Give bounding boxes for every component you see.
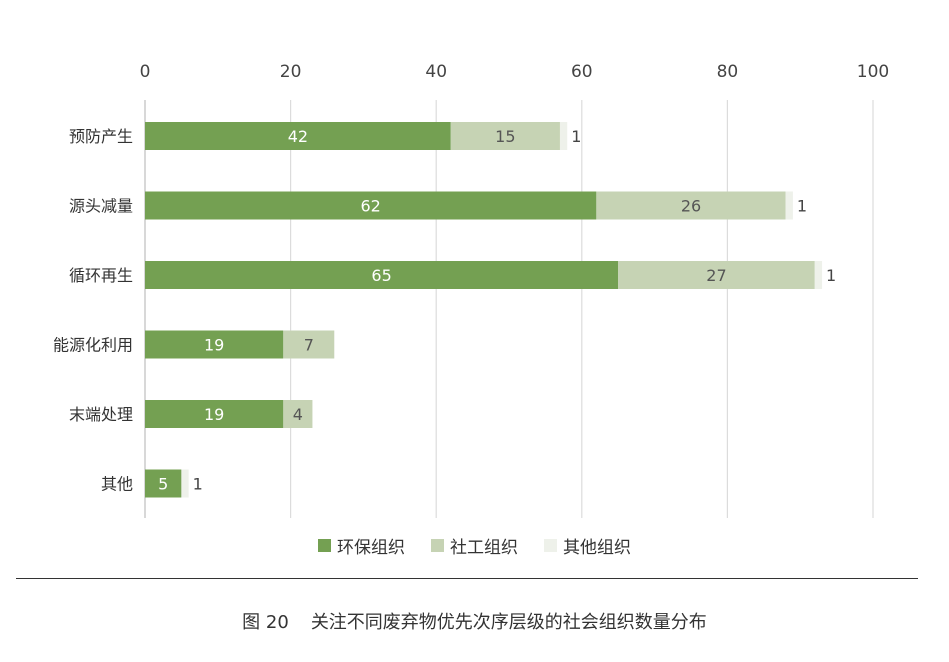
legend-label-environmental: 环保组织	[337, 537, 405, 558]
x-tick-label: 80	[717, 62, 739, 82]
data-label: 65	[371, 266, 391, 285]
data-label: 5	[158, 475, 168, 494]
data-label: 42	[288, 127, 308, 146]
data-label: 1	[797, 197, 807, 216]
category-label: 预防产生	[69, 127, 133, 146]
data-label: 15	[495, 127, 515, 146]
legend-swatch-other	[544, 538, 557, 552]
category-label: 能源化利用	[53, 336, 133, 355]
figure-caption: 图 20 关注不同废弃物优先次序层级的社会组织数量分布	[0, 608, 949, 634]
caption-divider	[16, 578, 918, 579]
x-tick-label: 100	[857, 62, 889, 82]
legend-item-social-work: 社工组织	[431, 533, 518, 558]
data-label: 62	[361, 197, 381, 216]
bar-segment	[283, 400, 313, 428]
bar-segment	[814, 261, 823, 289]
data-label: 26	[681, 197, 701, 216]
data-label: 1	[193, 475, 203, 494]
bar-segment	[145, 330, 284, 359]
bar-segment	[785, 191, 793, 220]
bar-segment	[283, 330, 335, 359]
category-label: 循环再生	[69, 266, 133, 285]
bar-segment	[450, 122, 560, 150]
category-label: 末端处理	[69, 405, 133, 424]
x-tick-label: 40	[425, 62, 447, 82]
data-label: 19	[204, 336, 224, 355]
legend-swatch-environmental	[318, 538, 331, 552]
bar-segment	[596, 191, 786, 220]
x-tick-label: 60	[571, 62, 593, 82]
category-label: 源头减量	[69, 197, 133, 216]
bar-segment	[145, 122, 451, 150]
figure-title: 关注不同废弃物优先次序层级的社会组织数量分布	[310, 612, 707, 633]
data-label: 1	[571, 127, 581, 146]
data-label: 27	[706, 266, 726, 285]
legend-item-environmental: 环保组织	[318, 533, 405, 558]
data-label: 1	[826, 266, 836, 285]
bar-segment	[145, 191, 597, 220]
legend-item-other: 其他组织	[544, 533, 631, 558]
data-label: 7	[304, 336, 314, 355]
bar-segment	[181, 469, 189, 498]
legend-label-other: 其他组织	[563, 537, 631, 558]
x-tick-label: 0	[140, 62, 151, 82]
figure-number: 图 20	[242, 612, 289, 633]
bar-segment	[618, 261, 815, 289]
data-label: 4	[293, 405, 303, 424]
x-tick-label: 20	[280, 62, 302, 82]
data-label: 19	[204, 405, 224, 424]
bar-segment	[145, 261, 619, 289]
legend-label-social-work: 社工组织	[450, 537, 518, 558]
bar-segment	[145, 469, 182, 498]
bar-segment	[559, 122, 568, 150]
legend-swatch-social-work	[431, 538, 444, 552]
category-label: 其他	[101, 475, 133, 494]
bar-segment	[145, 400, 284, 428]
chart-legend: 环保组织 社工组织 其他组织	[0, 532, 949, 558]
